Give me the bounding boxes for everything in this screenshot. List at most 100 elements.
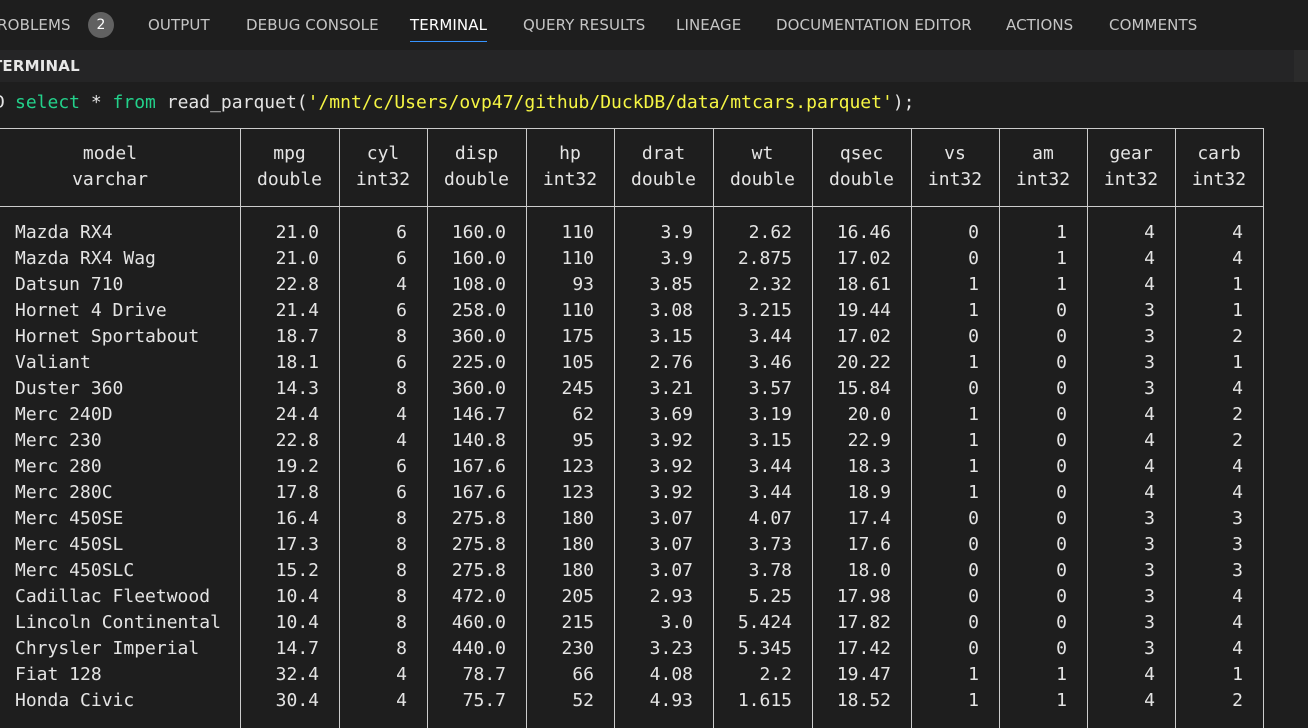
problems-count-badge: 2 xyxy=(88,12,114,38)
table-cell-mpg: 15.2 xyxy=(275,560,319,581)
table-cell-vs: 0 xyxy=(968,560,979,581)
table-cell-gear: 4 xyxy=(1144,274,1155,295)
tab-comments-label: COMMENTS xyxy=(1109,16,1198,34)
table-cell-wt: 1.615 xyxy=(737,690,792,711)
table-cell-drat: 3.07 xyxy=(649,560,693,581)
table-cell-carb: 3 xyxy=(1232,560,1243,581)
tab-lineage-label: LINEAGE xyxy=(676,16,742,34)
column-header-name: gear xyxy=(1109,143,1153,164)
table-cell-wt: 3.19 xyxy=(748,404,792,425)
table-cell-wt: 3.44 xyxy=(748,326,792,347)
table-cell-gear: 4 xyxy=(1144,248,1155,269)
table-cell-mpg: 22.8 xyxy=(275,430,319,451)
table-cell-drat: 3.21 xyxy=(649,378,693,399)
table-cell-vs: 1 xyxy=(968,456,979,477)
tab-problems[interactable]: PROBLEMS xyxy=(0,0,71,50)
table-cell-vs: 1 xyxy=(968,274,979,295)
table-cell-vs: 1 xyxy=(968,690,979,711)
table-cell-carb: 4 xyxy=(1232,378,1243,399)
table-cell-wt: 2.2 xyxy=(759,664,792,685)
table-cell-gear: 4 xyxy=(1144,482,1155,503)
table-cell-cyl: 4 xyxy=(396,404,407,425)
column-header-name: qsec xyxy=(839,143,884,164)
table-cell-mpg: 22.8 xyxy=(275,274,319,295)
tab-query-results-label: QUERY RESULTS xyxy=(523,16,646,34)
table-cell-disp: 275.8 xyxy=(451,534,506,555)
table-cell-vs: 0 xyxy=(968,248,979,269)
tab-comments[interactable]: COMMENTS xyxy=(1109,0,1197,50)
column-header-type: int32 xyxy=(355,169,411,190)
table-cell-carb: 2 xyxy=(1232,430,1243,451)
table-border-top xyxy=(0,128,1264,129)
table-border-vertical xyxy=(614,128,615,728)
table-cell-drat: 3.92 xyxy=(649,456,693,477)
column-header-name: drat xyxy=(641,143,686,164)
table-cell-qsec: 18.3 xyxy=(847,456,891,477)
table-cell-am: 0 xyxy=(1056,586,1067,607)
table-cell-mpg: 14.3 xyxy=(275,378,319,399)
table-cell-wt: 3.15 xyxy=(748,430,792,451)
table-cell-drat: 3.9 xyxy=(660,248,693,269)
table-cell-carb: 4 xyxy=(1232,456,1243,477)
table-cell-vs: 1 xyxy=(968,430,979,451)
table-cell-drat: 3.0 xyxy=(660,612,693,633)
table-cell-model: Merc 280 xyxy=(15,456,102,477)
table-cell-drat: 3.08 xyxy=(649,300,693,321)
table-cell-drat: 3.92 xyxy=(649,482,693,503)
tab-output[interactable]: OUTPUT xyxy=(148,0,210,50)
table-cell-disp: 360.0 xyxy=(451,378,506,399)
table-cell-cyl: 8 xyxy=(396,508,407,529)
parquet-path-string: '/mnt/c/Users/ovp47/github/DuckDB/data/m… xyxy=(307,92,893,113)
table-cell-model: Datsun 710 xyxy=(15,274,124,295)
table-cell-disp: 472.0 xyxy=(451,586,506,607)
table-cell-cyl: 4 xyxy=(396,690,407,711)
table-border-vertical xyxy=(1175,128,1176,728)
tab-actions[interactable]: ACTIONS xyxy=(1006,0,1073,50)
table-cell-am: 0 xyxy=(1056,456,1067,477)
table-cell-model: Mazda RX4 xyxy=(15,222,113,243)
table-cell-cyl: 8 xyxy=(396,638,407,659)
column-header-type: varchar xyxy=(72,169,148,190)
table-cell-cyl: 4 xyxy=(396,430,407,451)
tab-debug-console[interactable]: DEBUG CONSOLE xyxy=(246,0,379,50)
table-cell-model: Valiant xyxy=(15,352,91,373)
column-header-name: cyl xyxy=(366,143,400,164)
tab-terminal-label: TERMINAL xyxy=(410,16,488,34)
table-cell-model: Merc 450SLC xyxy=(15,560,135,581)
table-cell-vs: 0 xyxy=(968,586,979,607)
table-header-separator xyxy=(0,206,1264,207)
table-cell-disp: 258.0 xyxy=(451,300,506,321)
table-cell-qsec: 19.44 xyxy=(836,300,891,321)
tab-terminal[interactable]: TERMINAL xyxy=(410,0,488,50)
table-cell-hp: 52 xyxy=(572,690,594,711)
table-cell-carb: 4 xyxy=(1232,248,1243,269)
command-part: ); xyxy=(892,92,915,113)
table-cell-hp: 110 xyxy=(561,248,594,269)
table-cell-model: Fiat 128 xyxy=(15,664,102,685)
table-cell-cyl: 8 xyxy=(396,326,407,347)
table-cell-wt: 3.44 xyxy=(748,482,792,503)
table-cell-vs: 0 xyxy=(968,638,979,659)
command-part: read_parquet( xyxy=(155,92,308,113)
terminal-output[interactable]: D select * from read_parquet('/mnt/c/Use… xyxy=(0,82,1308,728)
scrollbar-track[interactable] xyxy=(1294,50,1308,88)
table-cell-gear: 4 xyxy=(1144,456,1155,477)
table-cell-vs: 1 xyxy=(968,482,979,503)
table-cell-carb: 3 xyxy=(1232,534,1243,555)
tab-documentation-editor[interactable]: DOCUMENTATION EDITOR xyxy=(776,0,972,50)
table-cell-carb: 4 xyxy=(1232,586,1243,607)
column-header-type: double xyxy=(630,169,697,190)
table-cell-model: Duster 360 xyxy=(15,378,124,399)
table-cell-drat: 3.15 xyxy=(649,326,693,347)
table-cell-gear: 3 xyxy=(1144,300,1155,321)
table-cell-am: 0 xyxy=(1056,508,1067,529)
tab-query-results[interactable]: QUERY RESULTS xyxy=(523,0,645,50)
table-cell-vs: 1 xyxy=(968,352,979,373)
table-cell-cyl: 8 xyxy=(396,586,407,607)
tab-lineage[interactable]: LINEAGE xyxy=(676,0,741,50)
table-cell-model: Chrysler Imperial xyxy=(15,638,200,659)
table-cell-qsec: 17.02 xyxy=(836,326,891,347)
table-border-vertical xyxy=(526,128,527,728)
table-cell-drat: 3.69 xyxy=(649,404,693,425)
table-cell-disp: 360.0 xyxy=(451,326,506,347)
